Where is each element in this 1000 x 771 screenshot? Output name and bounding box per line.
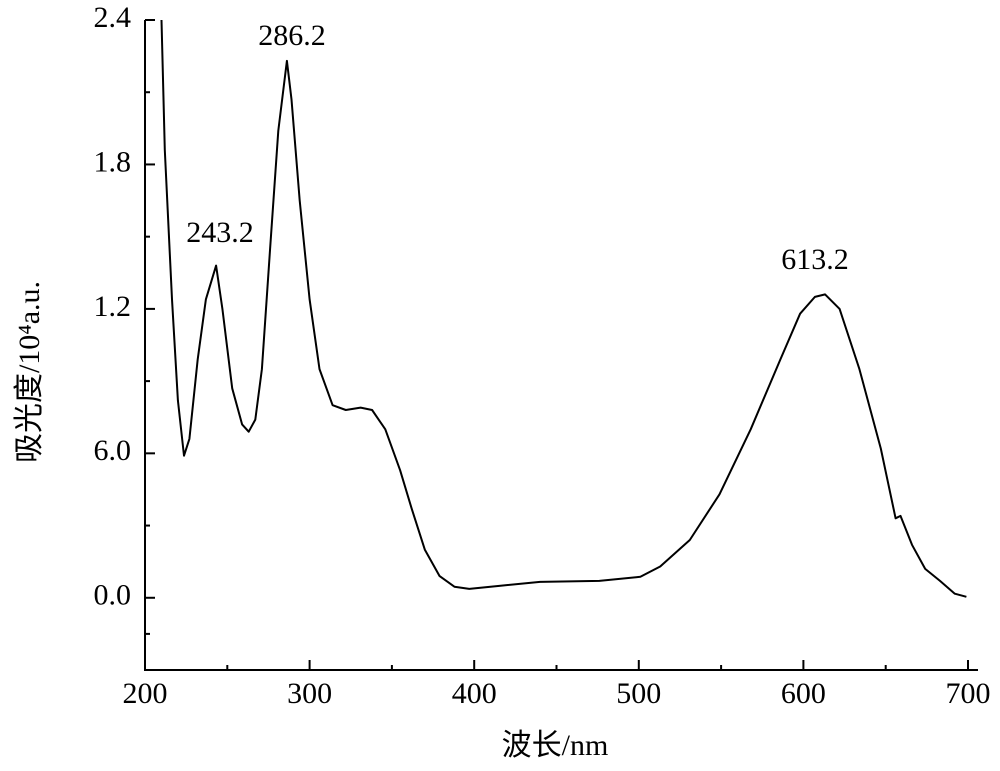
y-axis-label: 吸光度/10⁴a.u. xyxy=(13,281,46,463)
peak-annotation: 613.2 xyxy=(781,243,849,276)
axes xyxy=(144,20,978,671)
y-tick-label: 2.4 xyxy=(94,1,132,34)
peak-annotation: 243.2 xyxy=(186,216,254,249)
y-tick-label: 6.0 xyxy=(94,434,132,467)
peak-annotation: 286.2 xyxy=(258,19,326,52)
y-tick-label: 1.8 xyxy=(94,145,132,178)
y-tick-label: 1.2 xyxy=(94,290,132,323)
spectrum-line xyxy=(160,19,967,598)
x-tick-label: 600 xyxy=(781,677,826,710)
x-axis-label: 波长/nm xyxy=(502,729,609,762)
y-tick-label: 0.0 xyxy=(94,579,132,612)
x-tick-label: 300 xyxy=(287,677,332,710)
x-tick-label: 700 xyxy=(946,677,991,710)
x-tick-label: 400 xyxy=(452,677,497,710)
x-tick-label: 500 xyxy=(616,677,661,710)
x-tick-label: 200 xyxy=(123,677,168,710)
